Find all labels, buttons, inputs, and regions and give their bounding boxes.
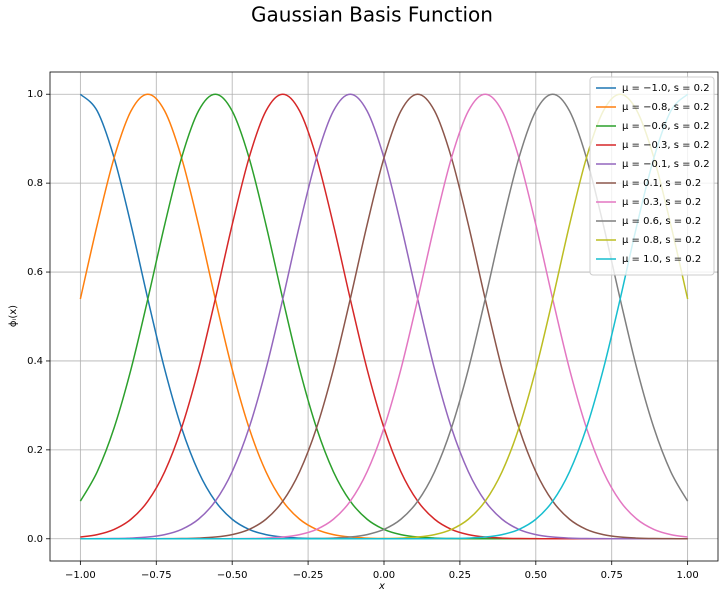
legend-label: μ = 0.8, s = 0.2 [622,235,701,246]
y-tick-label: 0.2 [27,445,43,456]
y-tick-label: 0.0 [27,534,43,545]
axes-frame [49,71,719,562]
x-tick-label: 0.75 [601,570,623,581]
series-line [80,93,689,540]
x-tick-label: 0.50 [525,570,547,581]
legend-label: μ = −1.0, s = 0.2 [622,83,710,94]
legend: μ = −1.0, s = 0.2 μ = −0.8, s = 0.2 μ = −0… [589,76,715,276]
x-tick-label: 1.00 [677,570,699,581]
legend-label: μ = 1.0, s = 0.2 [622,254,701,265]
x-tick-label: −0.50 [217,570,248,581]
y-tick-label: 1.0 [27,89,43,100]
x-tick-label: 0.25 [449,570,471,581]
y-tick-label: 0.4 [27,356,43,367]
y-axis-label: ϕᵢ(x) [8,305,19,327]
legend-label: μ = 0.6, s = 0.2 [622,216,701,227]
y-tick-label: 0.8 [27,178,43,189]
x-tick-label: 0.00 [373,570,395,581]
x-tick-label: −1.00 [65,570,96,581]
legend-label: μ = 0.3, s = 0.2 [622,197,701,208]
legend-label: μ = −0.1, s = 0.2 [622,159,710,170]
y-tick-label: 0.6 [27,267,43,278]
legend-box [589,76,715,276]
x-axis-label: x [378,581,385,592]
legend-label: μ = −0.8, s = 0.2 [622,102,710,113]
legend-label: μ = −0.6, s = 0.2 [622,121,710,132]
x-tick-label: −0.75 [141,570,172,581]
x-tick-label: −0.25 [293,570,324,581]
legend-label: μ = 0.1, s = 0.2 [622,178,701,189]
legend-label: μ = −0.3, s = 0.2 [622,140,710,151]
chart-title: Gaussian Basis Function [251,3,493,27]
